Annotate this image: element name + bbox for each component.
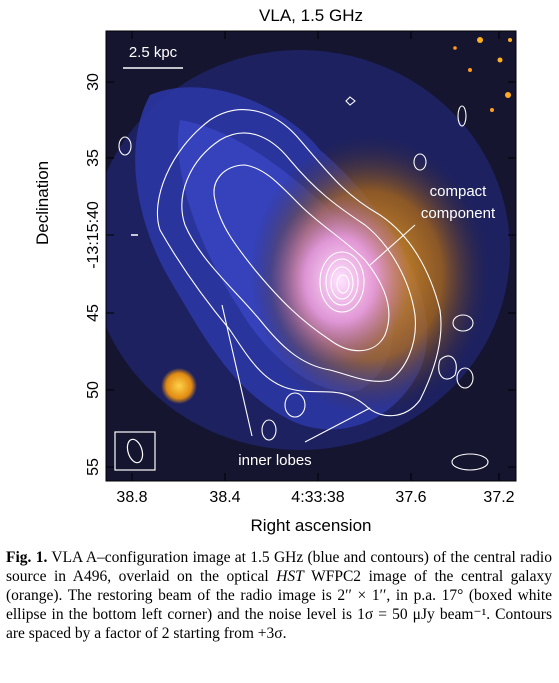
y-tick-label: 55	[85, 458, 102, 476]
y-tick-label: -13:15:40	[85, 201, 102, 269]
y-axis-label: Declination	[33, 160, 52, 245]
x-tick-label: 37.2	[483, 489, 514, 506]
scale-bar-label: 2.5 kpc	[129, 44, 178, 61]
figure-title: VLA, 1.5 GHz	[259, 6, 363, 25]
x-tick-label: 38.8	[116, 489, 147, 506]
figure-caption: Fig. 1. VLA A–configuration image at 1.5…	[6, 548, 552, 643]
x-tick-label: 4:33:38	[291, 489, 344, 506]
y-tick-label: 35	[85, 149, 102, 167]
y-tick-label: 50	[85, 381, 102, 399]
x-axis-label: Right ascension	[250, 516, 372, 535]
compact-component-label: compact	[430, 183, 488, 200]
caption-hst: HST	[276, 568, 304, 585]
inner-lobes-label: inner lobes	[238, 452, 311, 469]
caption-label: Fig. 1.	[6, 549, 48, 566]
x-tick-label: 37.6	[395, 489, 426, 506]
caption-text-2: WFPC2 image of the central galaxy (orang…	[6, 568, 552, 642]
compact-component-label-2: component	[421, 205, 496, 222]
y-tick-label: 30	[85, 73, 102, 91]
caption-text-1: VLA A–configuration image at 1.5 GHz (bl…	[6, 549, 552, 585]
radio-optical-image: 30 35 -13:15:40 45 50 55 38.8 38.4 4:33:…	[85, 30, 517, 506]
y-tick-label: 45	[85, 304, 102, 322]
x-tick-label: 38.4	[209, 489, 240, 506]
figure: VLA, 1.5 GHz	[33, 6, 517, 535]
